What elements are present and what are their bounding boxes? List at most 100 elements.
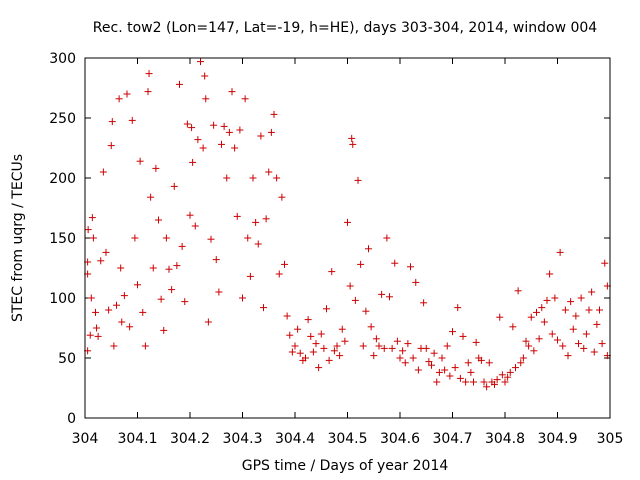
- data-point: [561, 306, 569, 314]
- data-point: [183, 120, 191, 128]
- axis-ticks: 304 304.1 304.2 304.3 304.4 304.5 304.6 304.7 30…: [49, 51, 623, 447]
- data-point: [97, 257, 105, 265]
- data-point: [386, 293, 393, 301]
- data-point: [317, 330, 325, 338]
- data-point: [92, 308, 99, 316]
- data-point: [533, 308, 540, 316]
- data-point: [548, 330, 556, 338]
- data-point: [362, 307, 370, 315]
- data-point: [554, 336, 561, 344]
- plot-frame: [84, 57, 611, 419]
- data-point: [501, 378, 509, 386]
- data-point: [351, 296, 359, 304]
- data-point: [514, 287, 522, 295]
- data-point: [580, 344, 588, 352]
- data-point: [496, 313, 504, 321]
- data-point: [407, 263, 414, 271]
- y-tick-label: 300: [49, 51, 76, 67]
- data-point: [215, 288, 223, 296]
- data-point: [236, 126, 244, 134]
- data-point: [323, 305, 330, 313]
- data-point: [108, 118, 116, 126]
- data-point: [344, 218, 351, 226]
- data-point: [485, 359, 493, 367]
- x-tick-label: 304.9: [537, 431, 577, 447]
- data-point: [438, 354, 446, 362]
- data-point: [559, 342, 567, 350]
- data-point: [588, 288, 596, 296]
- data-point: [480, 378, 488, 386]
- data-point: [270, 110, 278, 118]
- data-point: [254, 240, 262, 248]
- data-point: [134, 281, 141, 289]
- data-point: [472, 338, 480, 346]
- data-point: [201, 72, 209, 80]
- data-point: [186, 211, 194, 219]
- data-point: [543, 296, 551, 304]
- data-point: [506, 368, 514, 376]
- data-point: [498, 371, 506, 379]
- data-point: [428, 361, 435, 369]
- data-point: [199, 144, 207, 152]
- data-point: [194, 136, 202, 144]
- data-point: [425, 358, 433, 366]
- data-point: [246, 272, 254, 280]
- y-axis-label: STEC from uqrg / TECUs: [10, 154, 26, 322]
- data-point: [220, 122, 228, 130]
- data-point: [401, 359, 409, 367]
- data-point: [288, 348, 296, 356]
- data-point: [551, 294, 559, 302]
- data-point: [210, 121, 218, 129]
- data-point: [281, 260, 288, 268]
- x-axis-label: GPS time / Days of year 2014: [242, 458, 449, 474]
- data-point: [144, 88, 152, 96]
- data-point: [110, 342, 118, 350]
- y-tick-label: 250: [49, 111, 76, 127]
- data-point: [107, 142, 115, 150]
- data-point: [470, 378, 477, 386]
- data-point: [365, 245, 372, 253]
- data-point: [446, 372, 454, 380]
- data-point: [231, 144, 239, 152]
- data-point: [223, 174, 231, 182]
- data-point: [202, 95, 210, 103]
- data-point: [404, 340, 412, 348]
- data-point: [462, 378, 470, 386]
- data-point: [325, 356, 333, 364]
- data-point: [569, 325, 577, 333]
- y-tick-label: 200: [49, 171, 76, 187]
- data-point: [131, 234, 139, 242]
- data-point: [441, 366, 449, 374]
- data-point: [396, 354, 404, 362]
- data-point: [139, 308, 147, 316]
- data-point: [265, 168, 273, 176]
- y-tick-label: 50: [58, 351, 76, 367]
- data-point: [283, 312, 291, 320]
- x-tick-label: 304.6: [380, 431, 420, 447]
- data-point: [197, 58, 204, 66]
- data-point: [136, 157, 144, 165]
- data-point: [567, 298, 575, 306]
- data-point: [249, 174, 257, 182]
- data-point: [99, 168, 107, 176]
- x-tick-label: 304.5: [327, 431, 367, 447]
- data-point: [123, 90, 131, 98]
- data-point: [189, 158, 197, 166]
- y-tick-label: 0: [67, 411, 76, 427]
- data-point: [302, 354, 309, 362]
- data-point: [244, 234, 252, 242]
- data-point: [512, 364, 519, 372]
- data-point: [493, 376, 501, 384]
- data-point: [113, 301, 120, 309]
- data-point: [252, 218, 260, 226]
- data-point: [527, 313, 535, 321]
- data-point: [102, 248, 110, 256]
- data-point: [464, 359, 472, 367]
- data-point: [585, 306, 593, 314]
- data-point: [94, 332, 102, 340]
- data-point: [509, 323, 517, 331]
- data-point: [517, 359, 525, 367]
- data-point: [530, 347, 538, 355]
- data-point: [370, 352, 378, 360]
